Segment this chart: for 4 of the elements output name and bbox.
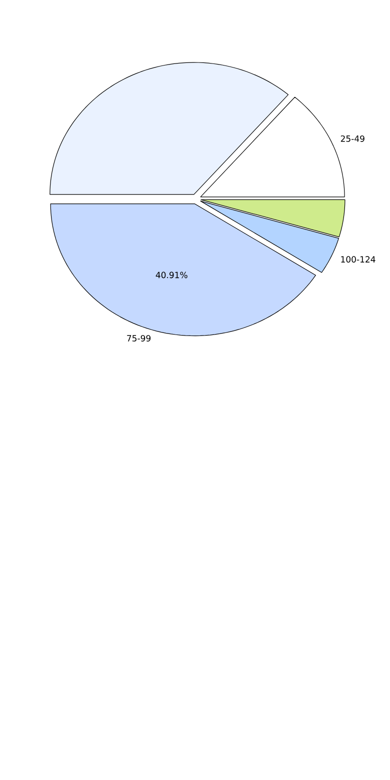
slice-label: 100-124 bbox=[341, 256, 376, 263]
slice-label: 75-99 bbox=[127, 335, 151, 342]
slice-label: 25-49 bbox=[340, 135, 364, 142]
data-label: 40.91% bbox=[156, 272, 188, 278]
